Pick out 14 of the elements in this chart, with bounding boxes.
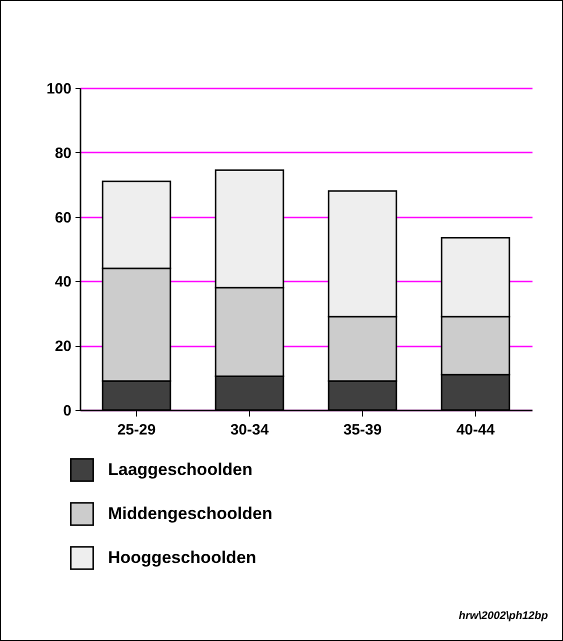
legend-label: Laaggeschoolden	[108, 460, 253, 479]
text: hrw\2002\ph12bp	[458, 610, 548, 622]
y-tick-label: 100	[46, 80, 72, 98]
y-tick-label: 20	[54, 338, 72, 356]
x-tick-label: 40-44	[456, 422, 496, 438]
x-tick-label: 30-34	[230, 422, 270, 438]
legend-label: Middengeschoolden	[108, 504, 272, 523]
y-tick-label: 40	[54, 274, 72, 291]
x-tick-label: 25-29	[117, 422, 156, 438]
y-tick-label: 0	[63, 402, 72, 420]
y-tick-label: 80	[54, 144, 72, 162]
y-tick-label: 60	[54, 209, 72, 226]
x-tick-label: 35-39	[343, 422, 382, 438]
legend-label: Hooggeschoolden	[108, 548, 256, 567]
